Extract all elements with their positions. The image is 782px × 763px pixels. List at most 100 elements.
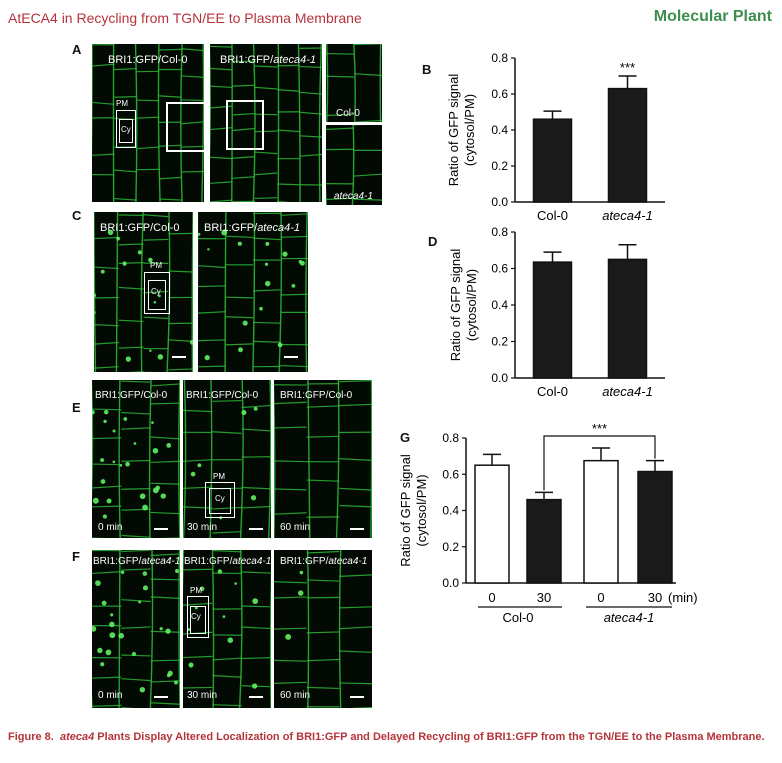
x-tick-label: Col-0 <box>537 208 568 223</box>
y-tick-label: 0.4 <box>491 123 508 137</box>
panel-letter-g: G <box>400 430 411 445</box>
bar <box>583 459 619 584</box>
cell-network <box>183 380 271 538</box>
pm-label: PM <box>213 472 225 481</box>
y-tick-label: 0.8 <box>491 51 508 65</box>
x-tick-label: Col-0 <box>537 384 568 399</box>
y-tick-label: 0.4 <box>442 504 459 518</box>
micrograph-a-col0: BRI1:GFP/Col-0 PM Cy <box>92 44 204 202</box>
micrograph-label: BRI1:GFP/Col-0 <box>186 390 259 401</box>
cell-network <box>326 44 382 122</box>
micrograph-label: BRI1:GFP/Col-0 <box>280 390 353 401</box>
cell-network <box>274 550 372 708</box>
y-tick-label: 0.2 <box>442 540 459 554</box>
y-axis-label: Ratio of GFP signal(cytosol/PM) <box>448 249 479 362</box>
bar <box>607 258 648 379</box>
cell-network <box>183 550 271 708</box>
time-label: 0 min <box>98 690 123 701</box>
x-tick-label: 30 <box>648 590 662 605</box>
panel-letter-f: F <box>72 549 80 564</box>
y-tick-label: 0.6 <box>491 262 508 276</box>
y-tick-label: 0.6 <box>491 87 508 101</box>
cell-network <box>198 212 308 372</box>
group-label: Col-0 <box>502 610 533 625</box>
x-unit-label: (min) <box>668 590 698 605</box>
x-tick-label: 0 <box>597 590 604 605</box>
x-tick-label: ateca4-1 <box>602 384 653 399</box>
caption-text: Plants Display Altered Localization of B… <box>97 731 765 743</box>
y-tick-label: 0.4 <box>491 298 508 312</box>
chart-d: 0.0 0.2 0.4 0.6 0.8 Ratio of GFP signal(cytos… <box>448 225 665 399</box>
micrograph-e-0min: BRI1:GFP/Col-0 0 min <box>92 380 180 538</box>
micrograph-a-ateca4: BRI1:GFP/ateca4-1 <box>210 44 322 202</box>
time-label: 30 min <box>187 690 218 701</box>
inset-a-ateca4: ateca4-1 <box>326 125 382 205</box>
micrograph-f-60min: BRI1:GFP/ateca4-1 60 min <box>274 550 372 708</box>
time-label: 60 min <box>280 690 311 701</box>
panel-letter-d: D <box>428 234 438 249</box>
y-tick-label: 0.2 <box>491 335 508 349</box>
x-tick-label: 30 <box>537 590 551 605</box>
time-label: 30 min <box>187 522 218 533</box>
cell-network <box>92 550 180 708</box>
inset-label: Col-0 <box>336 108 360 119</box>
micrograph-c-col0: BRI1:GFP/Col-0 PM Cy <box>94 212 193 372</box>
cell-network <box>92 380 180 538</box>
micrograph-label: BRI1:GFP/ateca4-1 <box>204 222 300 234</box>
micrograph-label: BRI1:GFP/Col-0 <box>95 390 168 401</box>
significance-annotation: *** <box>592 421 607 436</box>
significance-bracket <box>543 435 656 491</box>
y-axis-label: Ratio of GFP signal(cytosol/PM) <box>398 454 429 567</box>
panel-letter-b: B <box>422 62 432 77</box>
pm-label: PM <box>190 586 202 595</box>
bar <box>532 261 573 379</box>
micrograph-label: BRI1:GFP/ateca4-1 <box>280 556 368 567</box>
cy-label: Cy <box>151 287 161 296</box>
panel-letter-a: A <box>72 42 82 57</box>
panel-letter-c: C <box>72 208 82 223</box>
y-tick-label: 0.2 <box>491 159 508 173</box>
micrograph-label: BRI1:GFP/ateca4-1 <box>220 54 316 66</box>
x-tick-label: ateca4-1 <box>602 208 653 223</box>
inset-a-col0: Col-0 <box>326 44 382 122</box>
pm-label: PM <box>116 99 128 108</box>
cell-network <box>94 212 193 372</box>
time-label: 60 min <box>280 522 311 533</box>
significance-annotation: *** <box>620 60 635 75</box>
bar <box>526 498 562 584</box>
micrograph-e-60min: BRI1:GFP/Col-0 60 min <box>274 380 372 538</box>
y-tick-label: 0.8 <box>442 431 459 445</box>
time-label: 0 min <box>98 522 123 533</box>
journal-header-left: AtECA4 in Recycling from TGN/EE to Plasm… <box>8 10 362 26</box>
x-tick-label: 0 <box>488 590 495 605</box>
y-axis-label: Ratio of GFP signal(cytosol/PM) <box>446 74 477 187</box>
y-tick-label: 0.8 <box>491 225 508 239</box>
micrograph-c-ateca4: BRI1:GFP/ateca4-1 <box>198 212 308 372</box>
cy-label: Cy <box>191 612 201 621</box>
micrograph-label: BRI1:GFP/ateca4-1 <box>184 556 271 567</box>
y-tick-label: 0.0 <box>491 371 508 385</box>
journal-header-right: Molecular Plant <box>653 8 772 25</box>
group-label: ateca4-1 <box>604 610 655 625</box>
pm-label: PM <box>150 261 162 270</box>
bar <box>637 470 673 584</box>
panel-letter-e: E <box>72 400 81 415</box>
micrograph-f-30min: BRI1:GFP/ateca4-1 PM Cy 30 min <box>183 550 271 708</box>
y-tick-label: 0.0 <box>442 576 459 590</box>
micrograph-label: BRI1:GFP/Col-0 <box>108 54 188 66</box>
bar <box>532 118 573 203</box>
cell-network <box>210 44 322 202</box>
micrograph-label: BRI1:GFP/ateca4-1 <box>93 556 180 567</box>
chart-g: 0.0 0.2 0.4 0.6 0.8 Ratio of GFP signal(cytos… <box>398 421 698 625</box>
micrograph-label: BRI1:GFP/Col-0 <box>100 222 180 234</box>
chart-b: 0.0 0.2 0.4 0.6 0.8 Ratio of GFP signal(cytos… <box>446 51 665 223</box>
figure-caption: Figure 8. ateca4 Plants Display Altered … <box>8 730 774 744</box>
inset-label: ateca4-1 <box>334 191 373 202</box>
cy-label: Cy <box>121 125 131 134</box>
bar <box>474 464 510 584</box>
cell-network <box>326 125 382 205</box>
y-tick-label: 0.0 <box>491 195 508 209</box>
cell-network <box>92 44 204 202</box>
caption-label: Figure 8. <box>8 731 54 743</box>
bar <box>607 87 648 203</box>
